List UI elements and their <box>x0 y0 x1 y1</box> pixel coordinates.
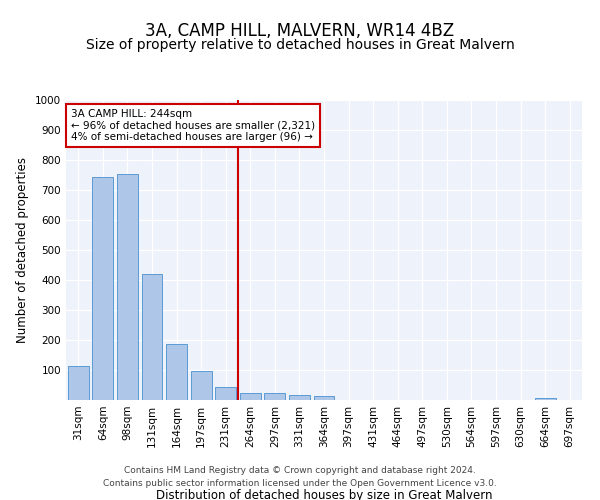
Text: 3A CAMP HILL: 244sqm
← 96% of detached houses are smaller (2,321)
4% of semi-det: 3A CAMP HILL: 244sqm ← 96% of detached h… <box>71 109 315 142</box>
Bar <box>265 393 286 400</box>
Bar <box>215 386 236 400</box>
X-axis label: Distribution of detached houses by size in Great Malvern: Distribution of detached houses by size … <box>156 488 492 500</box>
Text: Contains HM Land Registry data © Crown copyright and database right 2024.
Contai: Contains HM Land Registry data © Crown c… <box>103 466 497 487</box>
Bar <box>535 398 556 400</box>
Bar <box>314 396 334 400</box>
Bar <box>191 371 212 400</box>
Bar <box>117 174 138 400</box>
Y-axis label: Number of detached properties: Number of detached properties <box>16 157 29 343</box>
Bar <box>68 366 89 400</box>
Bar <box>142 274 163 400</box>
Text: Size of property relative to detached houses in Great Malvern: Size of property relative to detached ho… <box>86 38 514 52</box>
Bar <box>240 394 261 400</box>
Bar <box>289 395 310 400</box>
Text: 3A, CAMP HILL, MALVERN, WR14 4BZ: 3A, CAMP HILL, MALVERN, WR14 4BZ <box>145 22 455 40</box>
Bar <box>166 344 187 400</box>
Bar <box>92 177 113 400</box>
